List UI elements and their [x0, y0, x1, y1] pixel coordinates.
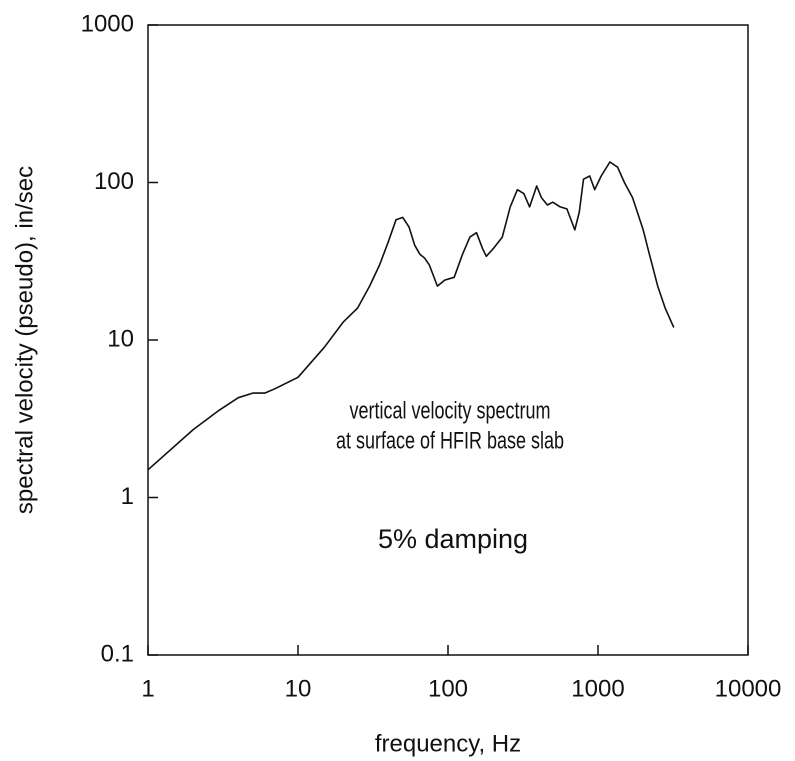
- data-line: [147, 161, 675, 471]
- x-axis-label: frequency, Hz: [375, 730, 521, 757]
- y-tick-label: 1000: [81, 10, 134, 37]
- y-tick-label: 10: [107, 325, 134, 352]
- y-tick-label: 0.1: [101, 640, 134, 667]
- annotation: vertical velocity spectrum: [350, 398, 551, 424]
- x-tick-label: 10000: [715, 675, 782, 702]
- x-tick-label: 1000: [571, 675, 624, 702]
- x-tick-label: 10: [285, 675, 312, 702]
- y-tick-label: 100: [94, 168, 134, 195]
- x-tick-label: 1: [141, 675, 154, 702]
- x-tick-label: 100: [428, 675, 468, 702]
- y-tick-label: 1: [121, 483, 134, 510]
- plot-frame: [147, 24, 749, 656]
- annotation: at surface of HFIR base slab: [336, 428, 564, 454]
- annotation: 5% damping: [378, 524, 528, 554]
- y-axis-label: spectral velocity (pseudo), in/sec: [11, 166, 38, 514]
